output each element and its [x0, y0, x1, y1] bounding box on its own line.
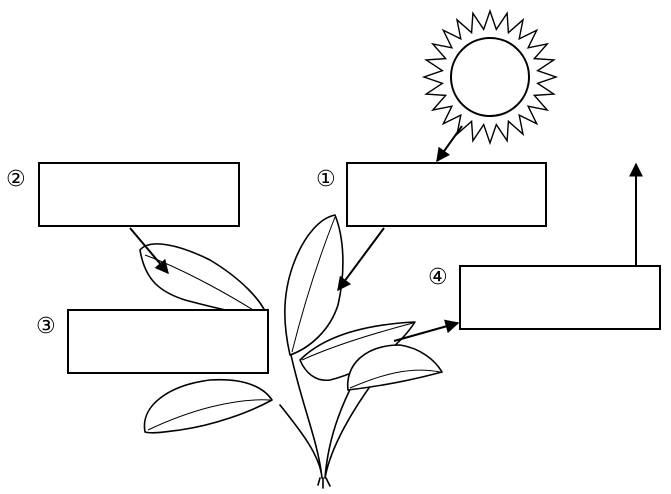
arrow-box2-to-leaf: [129, 227, 169, 275]
label-box-3[interactable]: ③: [36, 309, 269, 374]
leaf-center-tall: [284, 214, 344, 356]
box-number-2: ②: [6, 167, 26, 192]
box-number-4: ④: [428, 265, 448, 290]
arrow-box1-to-leaf: [337, 227, 385, 292]
label-box-1[interactable]: ①: [316, 162, 547, 227]
leaf-right-lower: [346, 344, 443, 391]
plant-icon: [139, 214, 443, 489]
sun-icon: [421, 8, 559, 146]
arrow-sun-to-box1: [436, 125, 463, 163]
box-number-1: ①: [316, 167, 336, 192]
plant-stem: [279, 344, 391, 479]
label-box-4[interactable]: ④: [428, 265, 661, 330]
box-number-3: ③: [36, 314, 56, 339]
leaf-bottom-left: [143, 378, 273, 434]
leaf-right-upper: [299, 321, 416, 382]
label-box-2[interactable]: ②: [6, 162, 240, 227]
arrow-leaf-to-box4: [393, 319, 460, 342]
